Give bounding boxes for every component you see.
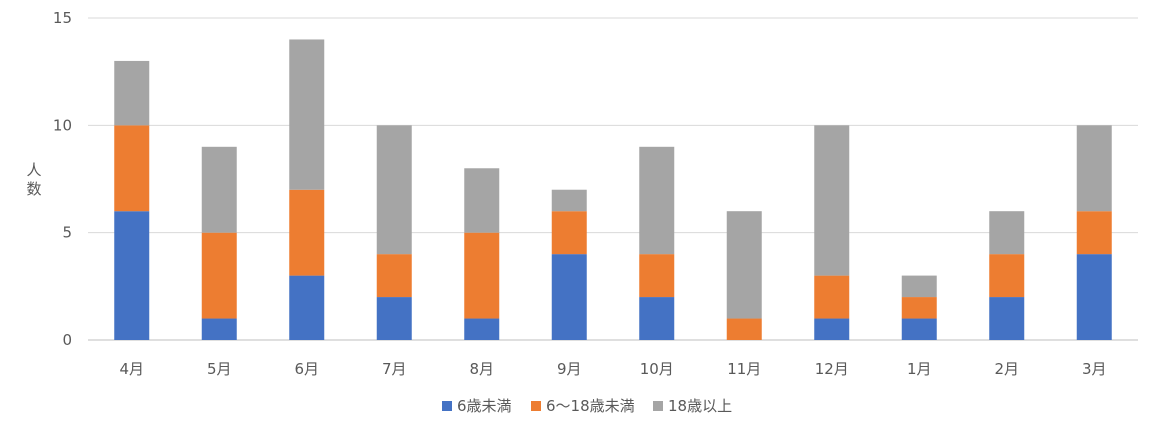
bar-segment-3-10 xyxy=(901,275,937,298)
legend-swatch xyxy=(531,401,541,411)
bar-segment-2-12 xyxy=(1076,211,1112,255)
legend-swatch xyxy=(442,401,452,411)
x-tick-label: 7月 xyxy=(382,360,407,378)
bar-segment-2-8 xyxy=(726,318,762,340)
bar-segment-3-7 xyxy=(639,146,675,255)
bar-segment-2-9 xyxy=(814,275,850,319)
bar-segment-3-6 xyxy=(551,189,587,212)
bar-segment-3-1 xyxy=(114,60,150,126)
bar-segment-2-11 xyxy=(989,254,1025,298)
bars xyxy=(114,39,1112,340)
x-axis-ticks: 4月 5月 6月 7月 8月 9月 10月 11月 12月 1月 2月 3月 xyxy=(119,360,1106,378)
bar-segment-3-2 xyxy=(201,146,237,233)
x-tick-label: 4月 xyxy=(119,360,144,378)
y-axis-label: 人数 xyxy=(26,161,41,198)
x-tick-label: 12月 xyxy=(815,360,849,378)
legend-label: 6歳未満 xyxy=(457,397,512,415)
bar-segment-1-1 xyxy=(114,211,150,340)
bar-segment-2-7 xyxy=(639,254,675,298)
y-axis-ticks: 0 5 10 15 xyxy=(53,9,72,349)
bar-segment-3-9 xyxy=(814,125,850,276)
x-tick-label: 9月 xyxy=(557,360,582,378)
x-tick-label: 2月 xyxy=(994,360,1019,378)
y-tick-label: 5 xyxy=(62,224,72,242)
legend-item: 18歳以上 xyxy=(653,397,732,415)
legend-swatch xyxy=(653,401,663,411)
y-tick-label: 10 xyxy=(53,116,72,134)
x-tick-label: 5月 xyxy=(207,360,232,378)
y-axis-title: 人数 xyxy=(26,161,41,198)
bar-segment-2-1 xyxy=(114,125,150,212)
y-tick-label: 15 xyxy=(53,9,72,27)
bar-segment-1-6 xyxy=(551,254,587,340)
legend-label: 18歳以上 xyxy=(668,397,732,415)
bar-segment-2-5 xyxy=(464,232,500,319)
legend-item: 6歳未満 xyxy=(442,397,512,415)
bar-segment-1-7 xyxy=(639,297,675,340)
bar-segment-1-12 xyxy=(1076,254,1112,340)
bar-segment-2-10 xyxy=(901,297,937,319)
bar-segment-1-11 xyxy=(989,297,1025,340)
x-tick-label: 10月 xyxy=(640,360,674,378)
bar-segment-1-5 xyxy=(464,318,500,340)
bar-segment-2-3 xyxy=(289,189,325,276)
x-tick-label: 1月 xyxy=(907,360,932,378)
x-tick-label: 6月 xyxy=(294,360,319,378)
x-tick-label: 11月 xyxy=(727,360,761,378)
bar-segment-2-4 xyxy=(376,254,412,298)
bar-segment-3-4 xyxy=(376,125,412,255)
bar-segment-3-3 xyxy=(289,39,325,190)
bar-segment-3-5 xyxy=(464,168,500,233)
legend-label: 6〜18歳未満 xyxy=(546,397,635,415)
bar-segment-3-11 xyxy=(989,211,1025,255)
bar-segment-3-12 xyxy=(1076,125,1112,212)
bar-segment-1-9 xyxy=(814,318,850,340)
bar-segment-1-3 xyxy=(289,275,325,340)
bar-segment-1-10 xyxy=(901,318,937,340)
x-tick-label: 3月 xyxy=(1082,360,1107,378)
bar-segment-3-8 xyxy=(726,211,762,319)
legend-item: 6〜18歳未満 xyxy=(531,397,635,415)
bar-segment-1-2 xyxy=(201,318,237,340)
y-tick-label: 0 xyxy=(62,331,72,349)
bar-segment-2-6 xyxy=(551,211,587,255)
bar-segment-1-4 xyxy=(376,297,412,340)
bar-segment-2-2 xyxy=(201,232,237,319)
legend: 6歳未満 6〜18歳未満 18歳以上 xyxy=(442,397,732,415)
gridlines xyxy=(88,17,1138,341)
x-tick-label: 8月 xyxy=(469,360,494,378)
